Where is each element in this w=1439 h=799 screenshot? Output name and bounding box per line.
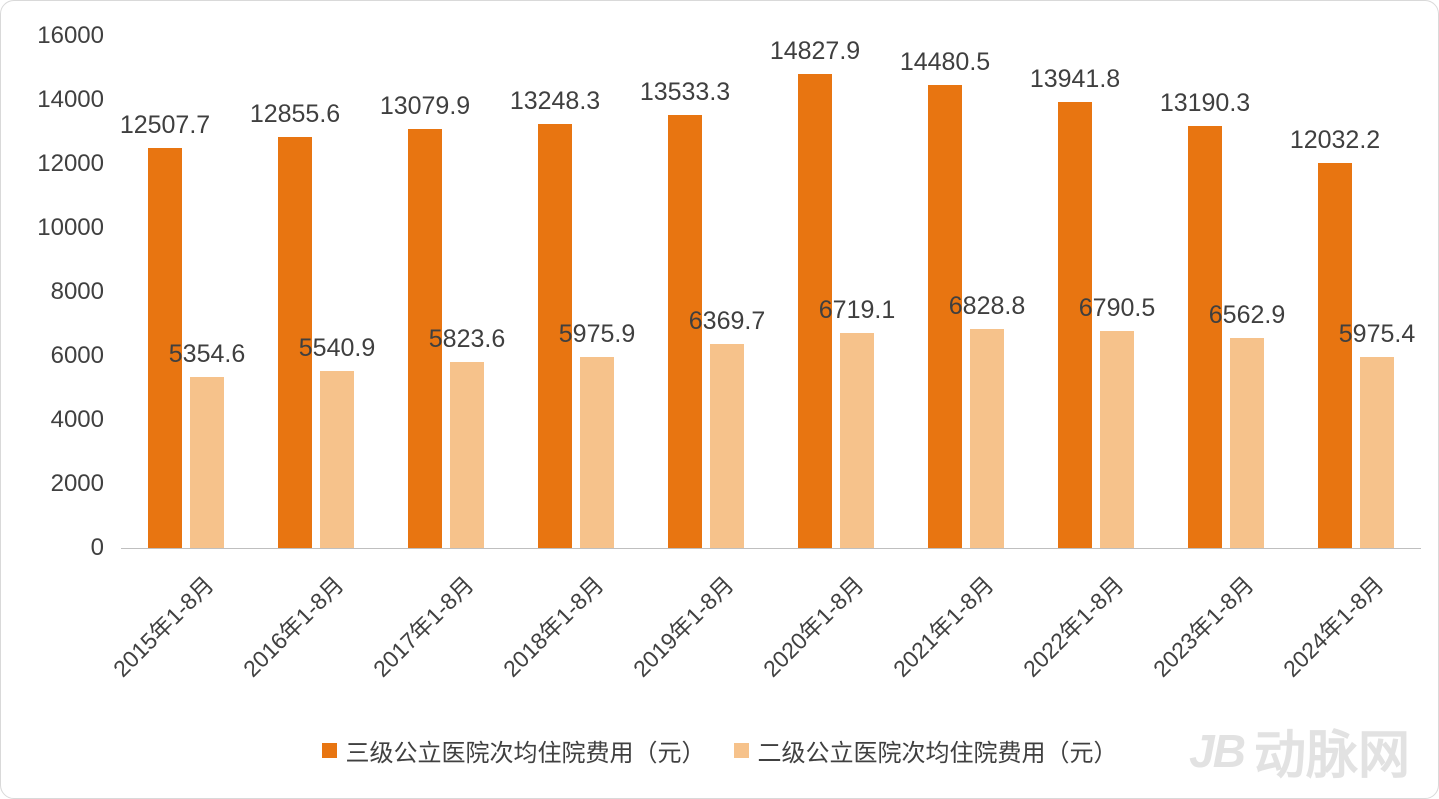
- y-axis-tick: 6000: [50, 342, 104, 369]
- bar-value-label: 5975.4: [1338, 319, 1416, 348]
- y-axis-tick: 14000: [37, 86, 104, 113]
- bar-series2-2018年1-8月: [580, 356, 614, 548]
- x-axis-label: 2017年1-8月: [368, 571, 479, 682]
- y-axis-tick: 16000: [37, 22, 104, 49]
- bar-series2-2021年1-8月: [970, 329, 1004, 548]
- bar-value-label: 14480.5: [899, 47, 991, 76]
- bar-series1-2022年1-8月: [1058, 101, 1092, 548]
- bar-value-label: 13079.9: [379, 92, 471, 121]
- bar-series1-2024年1-8月: [1318, 162, 1352, 548]
- watermark: JB 动脉网: [1189, 713, 1410, 788]
- bar-value-label: 6562.9: [1208, 301, 1286, 329]
- legend-marker-icon: [733, 743, 749, 758]
- bar-series2-2019年1-8月: [710, 344, 744, 548]
- bar-value-label: 5975.9: [558, 319, 636, 348]
- watermark-logo-icon: JB: [1189, 724, 1246, 777]
- plot-area: 12507.7 12855.6 13079.9 13248.3 13533.3 14827…: [119, 36, 1421, 549]
- legend-label: 三级公立医院次均住院费用（元）: [345, 740, 706, 767]
- y-axis-tick: 10000: [37, 214, 104, 241]
- legend: 三级公立医院次均住院费用（元） 二级公立医院次均住院费用（元）: [1, 733, 1438, 768]
- y-axis-tick: 4000: [50, 406, 104, 433]
- bar-value-label: 6828.8: [948, 292, 1026, 321]
- y-axis-tick: 0: [90, 534, 104, 561]
- legend-item-series1: 三级公立医院次均住院费用（元）: [321, 733, 706, 768]
- x-axis-label: 2020年1-8月: [758, 571, 869, 682]
- y-axis-tick: 2000: [50, 470, 104, 497]
- bar-series2-2020年1-8月: [840, 333, 874, 548]
- x-axis-label: 2023年1-8月: [1148, 571, 1259, 682]
- bar-value-label: 13190.3: [1159, 88, 1251, 117]
- legend-label: 二级公立医院次均住院费用（元）: [757, 740, 1118, 767]
- bar-value-label: 12855.6: [249, 99, 341, 128]
- x-axis: 2015年1-8月 2016年1-8月 2017年1-8月 2018年1-8月 2019…: [108, 553, 1421, 703]
- legend-item-series2: 二级公立医院次均住院费用（元）: [733, 733, 1118, 768]
- bar-series2-2015年1-8月: [190, 376, 224, 548]
- bar-value-label: 14827.9: [769, 36, 861, 65]
- bar-series2-2016年1-8月: [320, 370, 354, 548]
- bar-series1-2020年1-8月: [798, 73, 832, 548]
- bar-series1-2015年1-8月: [148, 147, 182, 548]
- bar-series1-2019年1-8月: [668, 114, 702, 548]
- bar-series2-2022年1-8月: [1100, 330, 1134, 548]
- bar-value-label: 6369.7: [688, 307, 766, 336]
- bar-value-label: 5540.9: [298, 333, 376, 362]
- bar-value-label: 12032.2: [1289, 125, 1381, 154]
- bar-series1-2018年1-8月: [538, 124, 572, 548]
- bar-series1-2016年1-8月: [278, 136, 312, 548]
- x-axis-label: 2019年1-8月: [628, 571, 739, 682]
- bar-series2-2017年1-8月: [450, 361, 484, 548]
- x-axis-label: 2021年1-8月: [888, 571, 999, 682]
- bar-value-label: 6790.5: [1078, 293, 1156, 322]
- bar-value-label: 6719.1: [818, 296, 896, 324]
- bar-value-label: 13941.8: [1029, 64, 1121, 93]
- bar-value-label: 13248.3: [509, 87, 601, 116]
- x-axis-label: 2016年1-8月: [238, 571, 349, 682]
- legend-marker-icon: [321, 743, 337, 758]
- bar-series2-2024年1-8月: [1360, 356, 1394, 548]
- x-axis-label: 2022年1-8月: [1018, 571, 1129, 682]
- bar-value-label: 13533.3: [639, 77, 731, 106]
- x-axis-label: 2018年1-8月: [498, 571, 609, 682]
- x-axis-label: 2015年1-8月: [108, 571, 219, 682]
- watermark-text: 动脉网: [1253, 727, 1410, 785]
- bar-series1-2021年1-8月: [928, 84, 962, 548]
- bar-series1-2017年1-8月: [408, 129, 442, 548]
- bar-series1-2023年1-8月: [1188, 125, 1222, 548]
- x-axis-label: 2024年1-8月: [1278, 571, 1389, 682]
- y-axis-tick: 8000: [50, 278, 104, 305]
- bar-value-label: 12507.7: [119, 110, 211, 139]
- bar-series2-2023年1-8月: [1230, 338, 1264, 548]
- y-axis-tick: 12000: [37, 150, 104, 177]
- bar-value-label: 5354.6: [168, 339, 246, 368]
- bar-value-label: 5823.6: [428, 324, 506, 353]
